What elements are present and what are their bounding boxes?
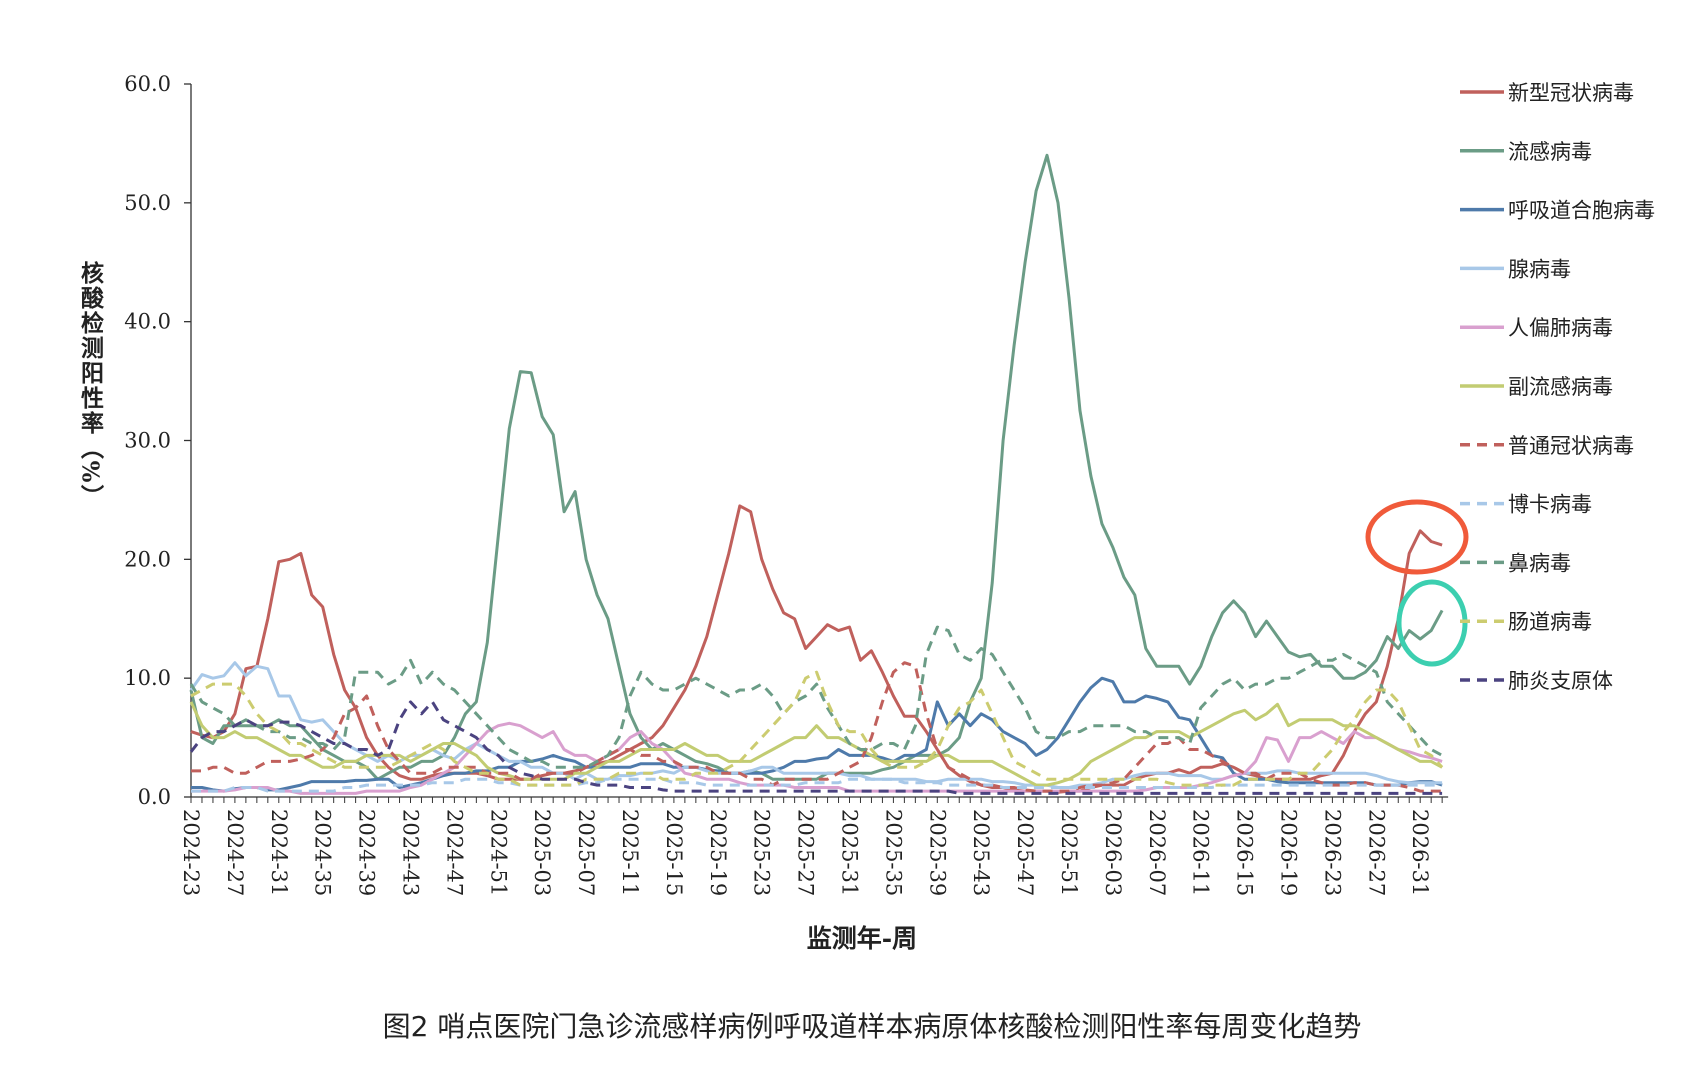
- x-tick-label: 2024-31: [267, 809, 291, 896]
- x-tick-label: 2026-19: [1277, 809, 1301, 896]
- series-line: [190, 670, 1444, 787]
- chart-title: 图2 哨点医院门急诊流感样病例呼吸道样本病原体核酸检测阳性率每周变化趋势: [383, 1010, 1362, 1043]
- x-tick-label: 2026-03: [1101, 809, 1125, 896]
- series-line: [189, 153, 1444, 781]
- x-tick-label: 2025-23: [750, 809, 774, 896]
- x-tick-label: 2024-23: [179, 809, 203, 896]
- series-line: [190, 504, 1443, 794]
- x-tick-label: 2025-47: [1013, 809, 1037, 896]
- x-tick-label: 2025-03: [530, 809, 554, 896]
- legend-label: 副流感病毒: [1508, 375, 1613, 399]
- x-tick-label: 2025-15: [662, 809, 686, 896]
- x-tick-label: 2025-19: [706, 809, 730, 896]
- series-line: [191, 777, 1443, 793]
- highlight-circle: [1396, 579, 1468, 667]
- x-tick-label: 2025-51: [1057, 809, 1081, 896]
- x-tick-label: 2025-07: [574, 809, 598, 896]
- x-tick-label: 2026-31: [1408, 809, 1432, 896]
- y-tick-label: 20.0: [124, 547, 171, 571]
- legend-label: 新型冠状病毒: [1508, 81, 1634, 105]
- y-axis-label: 核酸检测阳性率（%）: [77, 260, 105, 510]
- series-line: [189, 700, 1443, 795]
- legend-label: 呼吸道合胞病毒: [1508, 199, 1655, 223]
- x-tick-label: 2024-47: [442, 809, 466, 896]
- x-tick-label: 2026-07: [1145, 809, 1169, 896]
- x-axis-label: 监测年-周: [807, 924, 917, 953]
- legend-label: 博卡病毒: [1508, 493, 1592, 517]
- legend-label: 肺炎支原体: [1508, 669, 1613, 693]
- y-tick-label: 30.0: [124, 429, 171, 453]
- x-tick-label: 2025-27: [794, 809, 818, 896]
- x-tick-label: 2024-35: [311, 809, 335, 896]
- x-tick-label: 2025-31: [838, 809, 862, 896]
- y-tick-label: 0.0: [138, 785, 171, 809]
- x-tick-label: 2024-27: [223, 809, 247, 896]
- highlight-circle: [1365, 499, 1469, 575]
- y-tick-label: 40.0: [124, 310, 171, 334]
- x-tick-label: 2026-23: [1320, 809, 1344, 896]
- legend-label: 人偏肺病毒: [1508, 316, 1613, 340]
- legend-label: 流感病毒: [1508, 140, 1592, 164]
- series-line: [189, 701, 1443, 787]
- plot-area: 0.0 10.0 20.0 30.0 40.0 50.0 60.0 2024-23 2024-2…: [124, 72, 1449, 896]
- y-tick-label: 10.0: [124, 666, 171, 690]
- x-tick-label: 2026-11: [1189, 809, 1213, 896]
- y-tick-label: 50.0: [124, 191, 171, 215]
- x-tick-label: 2025-35: [881, 809, 905, 896]
- series-line: [191, 676, 1443, 793]
- x-tick-label: 2024-39: [355, 809, 379, 896]
- series-line: [191, 721, 1443, 795]
- legend-label: 普通冠状病毒: [1508, 434, 1634, 458]
- x-tick-label: 2026-27: [1364, 809, 1388, 896]
- legend-label: 腺病毒: [1508, 257, 1571, 281]
- x-tick-label: 2024-51: [486, 809, 510, 896]
- x-tick-label: 2025-11: [618, 809, 642, 896]
- y-tick-label: 60.0: [124, 72, 171, 96]
- x-tick-label: 2024-43: [399, 809, 423, 896]
- x-tick-label: 2025-43: [969, 809, 993, 896]
- legend-label: 鼻病毒: [1508, 551, 1571, 575]
- x-tick-label: 2025-39: [925, 809, 949, 896]
- legend-label: 肠道病毒: [1508, 610, 1592, 634]
- series-line: [189, 625, 1443, 769]
- x-tick-label: 2026-15: [1233, 809, 1257, 896]
